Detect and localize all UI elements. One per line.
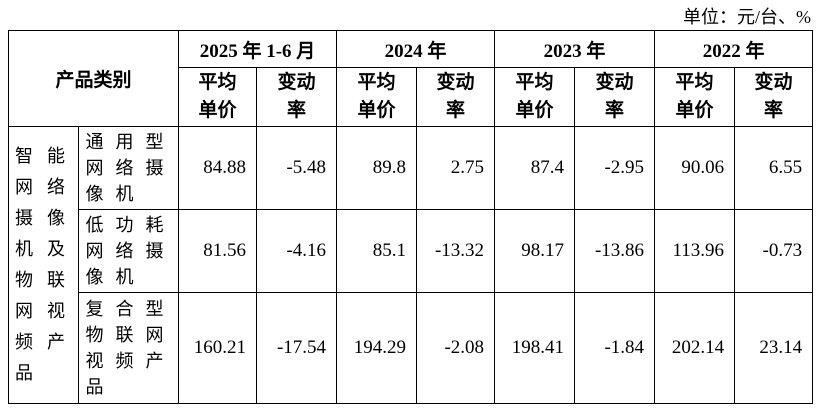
price-header: 平均单价 [654,67,736,127]
price-label: 平均单价 [198,72,237,121]
change-header: 变动率 [734,67,814,127]
subcategory-cell: 通用型网络摄像机 [77,126,180,210]
unit-note: 单位：元/台、% [683,7,811,27]
price-table: 产品类别 2025 年 1-6 月 2024 年 2023 年 2022 年 平均单价… [7,30,814,404]
price-cell: 113.96 [654,209,736,293]
data-row: 低功耗网络摄像机 81.56 -4.16 85.1 -13.32 98.17 -13.86 1… [9,209,814,293]
header-row: 平均单价 变动率 平均单价 变动率 平均单价 变动率 平均单价 变动率 [9,67,814,127]
price-cell: 98.17 [494,209,576,293]
category-header: 产品类别 [7,30,180,127]
change-cell: -5.48 [256,126,338,210]
price-cell: 202.14 [654,292,736,404]
change-header: 变动率 [256,67,338,127]
price-cell: 90.06 [654,126,736,210]
change-cell: -2.95 [574,126,656,210]
change-label: 变动率 [754,72,793,121]
price-label: 平均单价 [515,72,554,121]
price-cell: 89.8 [336,126,418,210]
period-header: 2023 年 [494,30,656,68]
subcategory-cell: 低功耗网络摄像机 [77,209,180,293]
price-header: 平均单价 [336,67,418,127]
period-header: 2022 年 [654,30,814,68]
price-cell: 160.21 [178,292,258,404]
price-cell: 81.56 [178,209,258,293]
subcategory-label: 通用型网络摄像机 [85,132,176,204]
subcategory-cell: 复合型物联网视频产品 [77,292,180,404]
period-header: 2025 年 1-6 月 [178,30,338,68]
price-cell: 87.4 [494,126,576,210]
group-label: 智能网络摄像机及物联网视频产品 [15,146,79,383]
change-cell: -0.73 [734,209,814,293]
price-cell: 85.1 [336,209,418,293]
change-cell: -13.32 [416,209,496,293]
change-cell: 23.14 [734,292,814,404]
subcategory-label: 低功耗网络摄像机 [85,215,176,287]
change-cell: 6.55 [734,126,814,210]
change-cell: -4.16 [256,209,338,293]
price-cell: 194.29 [336,292,418,404]
change-cell: -1.84 [574,292,656,404]
change-header: 变动率 [574,67,656,127]
change-cell: 2.75 [416,126,496,210]
change-cell: -17.54 [256,292,338,404]
price-header: 平均单价 [494,67,576,127]
period-header: 2024 年 [336,30,496,68]
change-label: 变动率 [436,72,475,121]
subcategory-label: 复合型物联网视频产品 [85,299,176,397]
price-cell: 84.88 [178,126,258,210]
data-row: 复合型物联网视频产品 160.21 -17.54 194.29 -2.08 198.41-… [9,292,814,404]
header-row: 产品类别 2025 年 1-6 月 2024 年 2023 年 2022 年 [7,30,814,127]
table-body: 产品类别 2025 年 1-6 月 2024 年 2023 年 2022 年 平均单价… [7,30,814,404]
change-cell: -2.08 [416,292,496,404]
price-header: 平均单价 [178,67,258,127]
price-label: 平均单价 [357,72,396,121]
change-label: 变动率 [277,72,316,121]
data-row: 智能网络摄像机及物联网视频产品 通用型网络摄像机 84.88 -5.48 89.8 2.7… [8,126,814,404]
change-label: 变动率 [595,72,634,121]
price-label: 平均单价 [675,72,714,121]
change-header: 变动率 [416,67,496,127]
price-cell: 198.41 [494,292,576,404]
group-cell: 智能网络摄像机及物联网视频产品 [8,126,79,404]
change-cell: -13.86 [574,209,656,293]
